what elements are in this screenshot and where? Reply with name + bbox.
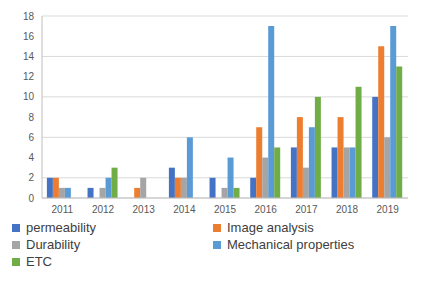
- svg-text:14: 14: [23, 51, 35, 62]
- svg-text:18: 18: [23, 11, 35, 22]
- svg-text:4: 4: [28, 152, 34, 163]
- svg-text:12: 12: [23, 71, 35, 82]
- svg-text:16: 16: [23, 31, 35, 42]
- html-text:Image analysis: Image analysis: [227, 220, 314, 235]
- html-text:ETC: ETC: [26, 254, 52, 269]
- svg-text:0: 0: [28, 193, 34, 204]
- svg-text:2015: 2015: [214, 204, 237, 215]
- svg-text:2018: 2018: [336, 204, 359, 215]
- svg-text:2013: 2013: [133, 204, 156, 215]
- svg-text:2017: 2017: [295, 204, 318, 215]
- svg-text:2019: 2019: [377, 204, 400, 215]
- html-text:Durability: Durability: [26, 237, 81, 252]
- svg-text:2012: 2012: [92, 204, 115, 215]
- html-text:Mechanical properties: Mechanical properties: [227, 237, 355, 252]
- svg-text:2: 2: [28, 172, 34, 183]
- svg-text:2011: 2011: [52, 204, 74, 215]
- svg-text:2016: 2016: [255, 204, 278, 215]
- html-text:permeability: permeability: [26, 220, 97, 235]
- svg-text:10: 10: [23, 91, 35, 102]
- svg-text:2014: 2014: [173, 204, 196, 215]
- svg-text:6: 6: [28, 132, 34, 143]
- svg-text:8: 8: [28, 112, 34, 123]
